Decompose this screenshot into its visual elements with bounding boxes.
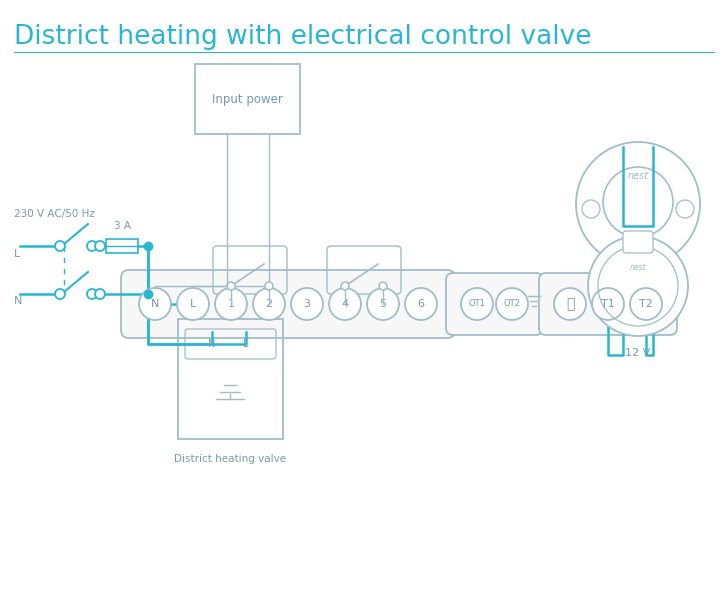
Circle shape [405,288,437,320]
FancyBboxPatch shape [121,270,455,338]
Circle shape [87,289,97,299]
Circle shape [379,282,387,290]
Text: 6: 6 [417,299,424,309]
Text: N: N [14,296,23,306]
Circle shape [496,288,528,320]
Bar [106,239,138,253]
Text: T2: T2 [639,299,653,309]
Circle shape [291,288,323,320]
Text: N: N [208,339,215,349]
Text: OT2: OT2 [504,299,521,308]
Circle shape [367,288,399,320]
Text: District heating valve: District heating valve [174,454,286,464]
Text: nest: nest [630,264,646,273]
Circle shape [215,288,247,320]
FancyBboxPatch shape [539,273,677,335]
Text: L: L [190,299,196,309]
Circle shape [139,288,171,320]
Circle shape [329,288,361,320]
Text: 4: 4 [341,299,349,309]
Circle shape [341,282,349,290]
Text: L: L [243,339,249,349]
Text: N: N [151,299,159,309]
FancyBboxPatch shape [623,231,653,253]
Text: ⏚: ⏚ [566,297,574,311]
Circle shape [592,288,624,320]
Text: nest: nest [628,171,649,181]
Text: 1: 1 [227,299,234,309]
Circle shape [630,288,662,320]
Text: District heating with electrical control valve: District heating with electrical control… [14,24,592,50]
Circle shape [554,288,586,320]
Text: T1: T1 [601,299,615,309]
Text: 3: 3 [304,299,311,309]
Circle shape [603,167,673,237]
Circle shape [95,289,105,299]
Text: Input power: Input power [212,93,283,106]
Circle shape [253,288,285,320]
FancyBboxPatch shape [446,273,543,335]
Circle shape [588,236,688,336]
Circle shape [227,282,235,290]
Circle shape [461,288,493,320]
Circle shape [55,289,65,299]
Bar [195,64,300,134]
Text: OT1: OT1 [469,299,486,308]
Circle shape [95,241,105,251]
Circle shape [265,282,273,290]
Circle shape [576,142,700,266]
Text: 12 V: 12 V [625,348,651,358]
Text: 2: 2 [266,299,272,309]
Bar [178,319,283,439]
Circle shape [87,241,97,251]
Circle shape [676,200,694,218]
Text: 5: 5 [379,299,387,309]
Circle shape [177,288,209,320]
Text: L: L [14,249,20,259]
Text: 230 V AC/50 Hz: 230 V AC/50 Hz [14,209,95,219]
Circle shape [55,241,65,251]
Circle shape [582,200,600,218]
Text: 3 A: 3 A [114,221,130,231]
